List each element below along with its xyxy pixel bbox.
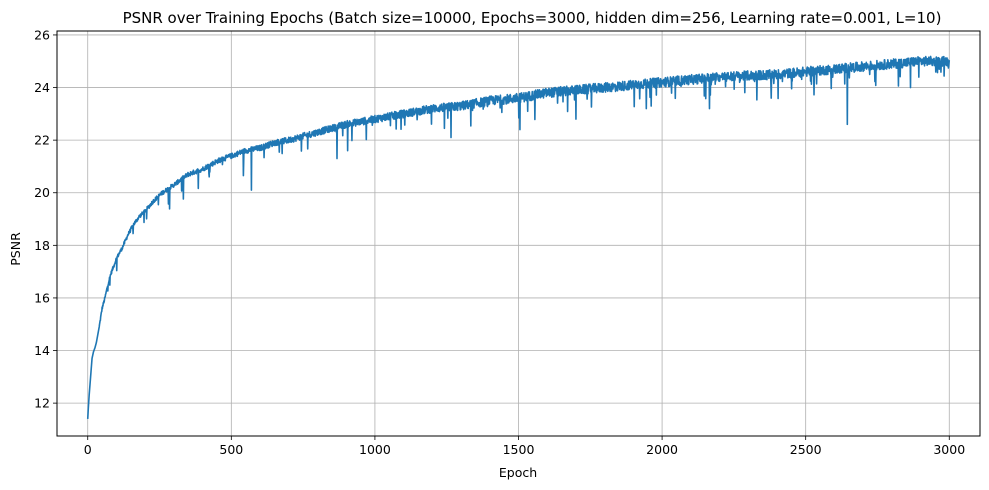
series-psnr: [86, 55, 951, 419]
y-tick-label: 26: [34, 27, 50, 42]
x-tick-label: 500: [219, 442, 243, 457]
y-tick-label: 18: [34, 238, 50, 253]
y-tick-label: 16: [34, 290, 50, 305]
x-tick-label: 1000: [359, 442, 391, 457]
x-tick-label: 1500: [503, 442, 535, 457]
chart-title: PSNR over Training Epochs (Batch size=10…: [123, 9, 942, 27]
x-axis-title: Epoch: [499, 465, 537, 480]
x-tick-label: 2000: [646, 442, 678, 457]
y-axis: 12 14 16 18 20 22 24 26: [34, 27, 57, 411]
series-line-psnr: [86, 55, 951, 419]
x-tick-label: 0: [84, 442, 92, 457]
y-tick-label: 24: [34, 80, 50, 95]
x-tick-label: 2500: [790, 442, 822, 457]
x-axis: 0 500 1000 1500 2000 2500 3000: [84, 436, 965, 457]
y-tick-label: 14: [34, 343, 50, 358]
y-axis-title: PSNR: [8, 232, 23, 266]
y-tick-label: 20: [34, 185, 50, 200]
x-tick-label: 3000: [933, 442, 965, 457]
y-tick-label: 22: [34, 133, 50, 148]
grid: [57, 31, 980, 436]
y-tick-label: 12: [34, 396, 50, 411]
